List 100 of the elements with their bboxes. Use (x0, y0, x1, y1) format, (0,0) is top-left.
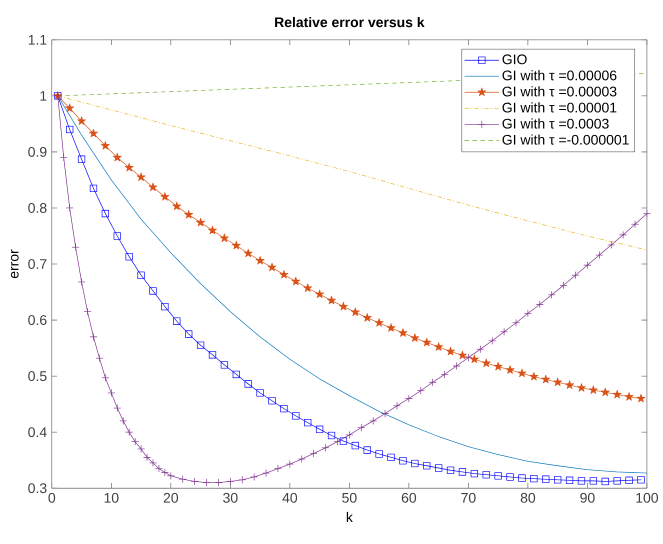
point (214, 478, 222, 486)
point (244, 248, 253, 258)
point (149, 287, 157, 295)
point (410, 333, 420, 342)
point (399, 457, 407, 464)
point (184, 210, 194, 219)
y-tick-label: 0.4 (28, 427, 47, 438)
point (619, 231, 627, 239)
point (370, 417, 377, 425)
point (172, 202, 182, 210)
point (446, 466, 454, 474)
point (524, 310, 532, 317)
point (84, 308, 92, 316)
point (202, 478, 210, 486)
x-tick-label: 60 (402, 492, 416, 503)
point (256, 389, 264, 397)
point (334, 438, 342, 446)
point (506, 365, 514, 374)
point (446, 346, 455, 356)
point (422, 338, 432, 346)
point (310, 450, 318, 458)
point (358, 424, 365, 432)
point (60, 154, 68, 162)
point (566, 476, 574, 484)
point (90, 184, 98, 192)
point (179, 476, 186, 483)
point (136, 172, 146, 181)
point (482, 358, 491, 368)
point (268, 262, 276, 272)
y-tick-label: 0.5 (28, 371, 47, 382)
point (434, 464, 442, 472)
point (208, 226, 217, 234)
point (364, 446, 371, 454)
point (398, 328, 408, 337)
legend-label: GI with τ =0.00003 (502, 86, 616, 96)
point (102, 374, 110, 382)
point (96, 354, 104, 362)
point (315, 290, 324, 298)
point (375, 450, 383, 458)
point (386, 323, 396, 332)
point (220, 361, 228, 369)
x-tick-label: 70 (461, 492, 476, 503)
point (624, 392, 634, 401)
point (429, 378, 436, 386)
point (554, 476, 562, 484)
point (340, 437, 348, 445)
point (185, 330, 192, 338)
x-axis-title: k (346, 512, 353, 522)
point (322, 444, 330, 452)
point (518, 474, 526, 482)
point (536, 300, 544, 308)
point (346, 431, 354, 439)
point (124, 162, 134, 172)
point (143, 454, 151, 462)
point (381, 410, 389, 418)
point (173, 318, 180, 325)
y-tick-label: 0.3 (28, 483, 47, 494)
point (636, 394, 646, 402)
legend-label: GI with τ =-0.000001 (502, 134, 629, 145)
point (155, 464, 163, 472)
x-tick-label: 30 (223, 492, 238, 503)
point (256, 256, 265, 264)
point (602, 478, 609, 486)
point (423, 462, 430, 470)
point (238, 476, 246, 484)
point (196, 342, 204, 349)
point (578, 477, 586, 485)
point (560, 282, 568, 289)
point (89, 128, 98, 138)
point (137, 445, 145, 453)
y-tick-label: 0.7 (28, 259, 46, 269)
point (226, 478, 234, 486)
point (303, 283, 312, 292)
point (548, 291, 556, 299)
point (78, 278, 86, 286)
x-tick-label: 50 (342, 492, 357, 503)
point (220, 234, 229, 242)
point (160, 192, 170, 201)
point (565, 380, 574, 389)
legend-label: GI with τ =0.00001 (502, 102, 616, 113)
point (102, 210, 110, 218)
point (66, 126, 74, 134)
y-tick-label: 0.8 (28, 203, 47, 213)
point (316, 426, 324, 434)
point (279, 270, 288, 278)
point (434, 342, 444, 351)
x-tick-label: 0 (48, 492, 56, 503)
point (500, 328, 508, 336)
point (488, 337, 496, 344)
point (512, 319, 520, 327)
point (108, 389, 115, 397)
x-tick-label: 40 (282, 492, 298, 503)
point (625, 476, 633, 484)
point (584, 261, 592, 269)
point (350, 308, 360, 316)
point (112, 152, 122, 162)
point (291, 276, 300, 286)
point (78, 156, 86, 163)
point (393, 402, 401, 410)
legend-label: GI with τ =0.00006 (502, 70, 616, 80)
